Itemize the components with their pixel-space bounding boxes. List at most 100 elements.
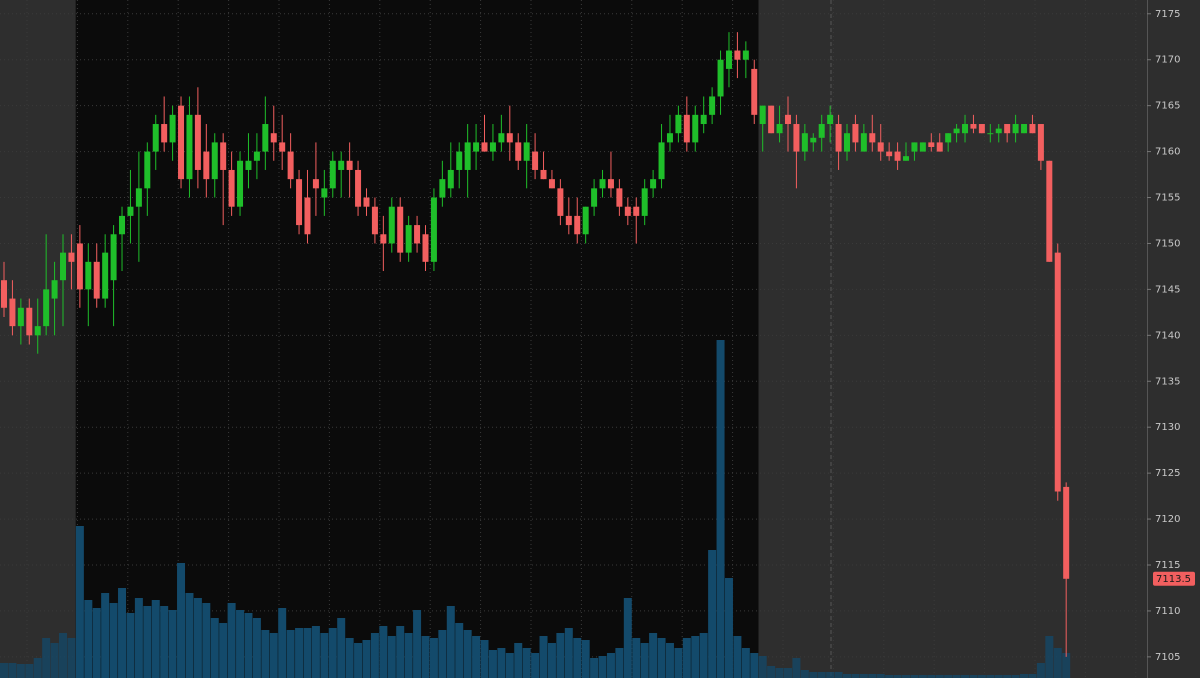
y-tick-label: 7175 (1155, 9, 1180, 20)
volume-bar (573, 638, 582, 678)
candle-body (447, 169, 454, 189)
candle-body (945, 133, 952, 143)
candle-body (388, 206, 395, 244)
candle-body (43, 289, 50, 327)
candle-body (717, 59, 724, 97)
volume-bar (345, 638, 354, 678)
volume-bar (716, 340, 725, 678)
candle-body (574, 215, 581, 235)
candle-body (725, 50, 732, 69)
candle-body (768, 105, 775, 134)
volume-bar (497, 648, 506, 678)
candle-body (60, 252, 67, 281)
candle-body (1037, 124, 1044, 161)
volume-bar (800, 670, 809, 678)
candle-body (397, 206, 404, 253)
volume-bar (876, 674, 885, 678)
volume-bar (564, 628, 573, 678)
candle-body (17, 307, 24, 327)
volume-bar (859, 674, 868, 678)
candle-body (237, 160, 244, 207)
candle-body (430, 197, 437, 262)
volume-bar (84, 600, 93, 678)
candle-body (220, 142, 227, 170)
volume-bar (682, 638, 691, 678)
candle-body (919, 142, 926, 152)
volume-bar (750, 653, 759, 678)
candle-body (987, 133, 994, 135)
volume-bar (160, 606, 169, 678)
volume-bar (168, 610, 177, 678)
volume-bar (522, 648, 531, 678)
volume-bar (25, 664, 34, 678)
candle-body (405, 225, 412, 253)
candle-body (456, 151, 463, 170)
candle-body (911, 142, 918, 152)
volume-bar (33, 658, 42, 678)
candle-body (9, 298, 16, 327)
candle-body (532, 151, 539, 170)
candle-body (110, 234, 117, 281)
candle-body (253, 151, 260, 161)
candle-body (607, 179, 614, 189)
volume-bar (918, 675, 927, 678)
volume-bar (210, 618, 219, 678)
candle-body (296, 179, 303, 226)
candle-body (616, 188, 623, 207)
candle-body (1046, 160, 1053, 262)
candle-body (650, 179, 657, 189)
candle-body (675, 114, 682, 134)
candle-body (801, 133, 808, 152)
candle-body (683, 114, 690, 143)
volume-bar (50, 643, 59, 678)
candle-body (970, 124, 977, 129)
y-tick-label: 7145 (1155, 284, 1180, 295)
volume-bar (446, 606, 455, 678)
candle-body (936, 142, 943, 152)
volume-bar (202, 603, 211, 678)
volume-bar (547, 643, 556, 678)
volume-bar (952, 675, 961, 678)
candle-body (810, 137, 817, 143)
candle-body (844, 133, 850, 152)
y-tick-label: 7170 (1155, 55, 1180, 66)
candle-body (287, 151, 294, 180)
candle-body (464, 142, 471, 170)
volume-bar (1020, 674, 1029, 678)
candle-body (953, 128, 960, 134)
volume-bar (101, 593, 110, 678)
volume-bar (379, 626, 388, 678)
y-tick-label: 7105 (1155, 652, 1180, 663)
y-tick-label: 7140 (1155, 330, 1180, 341)
volume-bar (505, 653, 514, 678)
volume-bar (269, 633, 278, 678)
volume-bar (0, 663, 8, 678)
volume-bar (1011, 675, 1020, 678)
volume-bar (649, 633, 658, 678)
volume-bar (286, 630, 295, 678)
candle-body (355, 169, 362, 207)
volume-bar (1045, 636, 1054, 678)
volume-bar (193, 598, 202, 678)
candle-body (489, 142, 496, 152)
volume-bar (227, 603, 236, 678)
volume-bar (902, 675, 911, 678)
candle-body (565, 215, 572, 226)
volume-bar (1053, 648, 1062, 678)
candle-body (481, 142, 488, 152)
candle-body (169, 114, 176, 143)
volume-bar (67, 638, 76, 678)
candle-body (1029, 124, 1036, 134)
candle-body (321, 188, 328, 198)
volume-bar (868, 674, 877, 678)
candle-body (860, 133, 867, 152)
volume-bar (556, 633, 565, 678)
candle-body (515, 142, 522, 161)
candle-body (995, 128, 1002, 134)
volume-bar (961, 675, 970, 678)
volume-bar (404, 633, 413, 678)
volume-bar (126, 613, 135, 678)
candle-body (751, 68, 758, 115)
candle-body (852, 124, 859, 143)
